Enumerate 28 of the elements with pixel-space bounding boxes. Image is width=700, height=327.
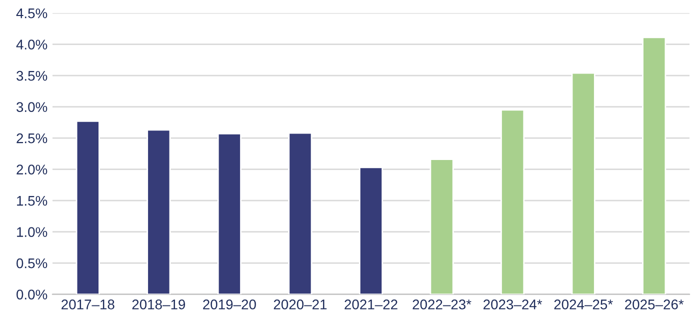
x-tick-label: 2019–20 [203,300,256,310]
y-tick-label: 1.0% [17,227,48,237]
y-tick-label: 2.5% [16,133,48,144]
x-tick-label: 2018–19 [132,300,186,310]
y-tick-label: 0.5% [16,258,48,268]
bar [571,72,596,294]
bar [217,132,242,294]
x-tick-label: 2020–21 [274,300,327,310]
x-tick-label: 2024–25* [554,300,613,310]
bar [430,158,454,294]
y-tick-label: 0.0% [16,290,48,300]
bar [642,36,666,294]
x-tick-label: 2023–24* [484,300,542,310]
bar [358,166,384,294]
bar [500,109,525,294]
x-tick-label: 2021–22 [344,300,398,310]
y-tick-label: 3.0% [16,102,48,112]
x-tick-label: 2022–23* [412,300,472,310]
bar [288,132,312,294]
y-tick-label: 4.5% [16,8,48,18]
y-tick-label: 4.0% [16,40,48,50]
bar [146,129,171,294]
y-tick-label: 2.0% [16,164,48,174]
x-tick-label: 2017–18 [62,300,114,310]
y-tick-label: 1.5% [17,196,48,206]
y-tick-label: 3.5% [16,70,48,81]
bar [76,120,100,294]
x-tick-label: 2025–26* [625,300,684,310]
